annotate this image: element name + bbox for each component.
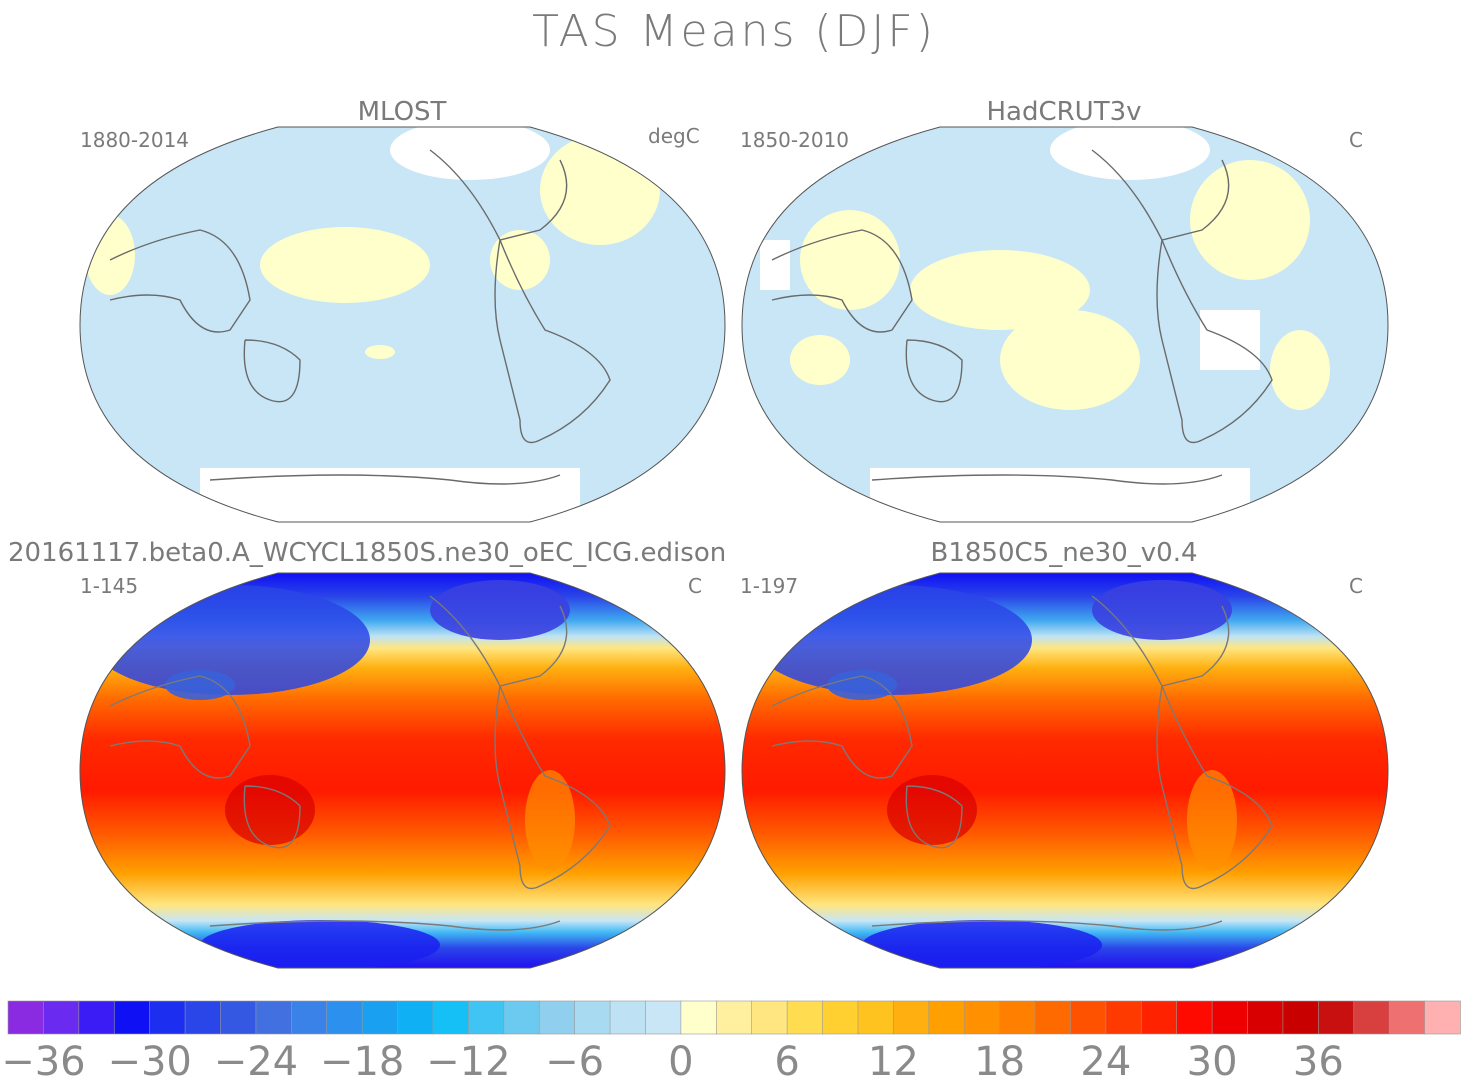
colorbar-swatch xyxy=(645,1000,682,1035)
colorbar-tick-label: −18 xyxy=(320,1039,404,1083)
colorbar-swatch xyxy=(7,1000,45,1035)
colorbar-swatch xyxy=(1176,1000,1213,1035)
panel-units-mlost: degC xyxy=(648,124,700,148)
panel-title-hadcrut: HadCRUT3v xyxy=(986,97,1142,127)
colorbar-swatch xyxy=(1318,1000,1355,1035)
colorbar-tick-label: −12 xyxy=(426,1039,510,1083)
colorbar-swatch xyxy=(361,1000,399,1035)
colorbar-swatch xyxy=(326,1000,363,1035)
colorbar-swatch xyxy=(609,1000,647,1035)
colorbar-swatch xyxy=(1105,1000,1143,1035)
colorbar-tick-label: 12 xyxy=(868,1039,919,1083)
colorbar-tick-label: 36 xyxy=(1293,1039,1344,1083)
colorbar-swatch xyxy=(1353,1000,1390,1035)
colorbar-swatch xyxy=(78,1000,116,1035)
colorbar-swatch xyxy=(963,1000,1001,1035)
colorbar-swatch xyxy=(751,1000,788,1035)
colorbar-swatch xyxy=(397,1000,434,1035)
colorbar-tick-label: 18 xyxy=(974,1039,1025,1083)
colorbar-swatch xyxy=(432,1000,470,1035)
colorbar-swatch xyxy=(1034,1000,1072,1035)
colorbar-swatch xyxy=(1282,1000,1320,1035)
colorbar-swatch xyxy=(468,1000,505,1035)
colorbar xyxy=(7,1000,1461,1035)
colorbar-swatch xyxy=(1424,1000,1461,1035)
colorbar-swatch xyxy=(1070,1000,1107,1035)
colorbar-swatch xyxy=(715,1000,753,1035)
panel-period-b1850: 1-197 xyxy=(740,574,799,598)
panel-title-mlost: MLOST xyxy=(357,97,447,127)
colorbar-tick-label: 0 xyxy=(668,1039,693,1083)
colorbar-swatch xyxy=(574,1000,611,1035)
colorbar-swatch xyxy=(999,1000,1036,1035)
colorbar-swatch xyxy=(680,1000,718,1035)
colorbar-swatch xyxy=(503,1000,541,1035)
panel-period-mlost: 1880-2014 xyxy=(80,128,190,152)
panel-period-hadcrut: 1850-2010 xyxy=(740,128,850,152)
panel-title-beta0: 20161117.beta0.A_WCYCL1850S.ne30_oEC_ICG… xyxy=(8,538,727,568)
map-hadcrut3v xyxy=(741,126,1389,523)
colorbar-tick-label: 30 xyxy=(1187,1039,1238,1083)
colorbar-swatch xyxy=(857,1000,895,1035)
colorbar-swatch xyxy=(1140,1000,1178,1035)
colorbar-swatch xyxy=(291,1000,328,1035)
panel-units-beta0: C xyxy=(688,574,702,598)
colorbar-swatch xyxy=(1247,1000,1284,1035)
map-b1850c5 xyxy=(741,572,1389,969)
colorbar-swatch xyxy=(113,1000,151,1035)
panel-units-hadcrut: C xyxy=(1349,128,1363,152)
panel-title-b1850: B1850C5_ne30_v0.4 xyxy=(930,538,1198,568)
map-mlost xyxy=(79,126,726,523)
colorbar-tick-label: −6 xyxy=(545,1039,604,1083)
panel-units-b1850: C xyxy=(1349,574,1363,598)
colorbar-swatch xyxy=(538,1000,576,1035)
colorbar-tick-label: −24 xyxy=(214,1039,298,1083)
colorbar-swatch xyxy=(1211,1000,1249,1035)
page-title: TAS Means (DJF) xyxy=(532,6,936,57)
map-beta0 xyxy=(79,572,726,969)
colorbar-swatch xyxy=(822,1000,859,1035)
colorbar-swatch xyxy=(1388,1000,1426,1035)
colorbar-swatch xyxy=(43,1000,80,1035)
colorbar-tick-label: 6 xyxy=(774,1039,799,1083)
colorbar-tick-label: 24 xyxy=(1080,1039,1131,1083)
panel-period-beta0: 1-145 xyxy=(80,574,139,598)
colorbar-swatch xyxy=(184,1000,222,1035)
colorbar-swatch xyxy=(893,1000,930,1035)
colorbar-swatch xyxy=(220,1000,257,1035)
colorbar-swatch xyxy=(149,1000,186,1035)
colorbar-swatch xyxy=(928,1000,965,1035)
colorbar-tick-label: −36 xyxy=(1,1039,85,1083)
colorbar-swatch xyxy=(255,1000,293,1035)
colorbar-tick-label: −30 xyxy=(107,1039,191,1083)
colorbar-ticks: −36 −30 −24 −18 −12 −6 0 6 12 18 24 30 36 xyxy=(1,1039,1344,1083)
colorbar-swatch xyxy=(786,1000,824,1035)
